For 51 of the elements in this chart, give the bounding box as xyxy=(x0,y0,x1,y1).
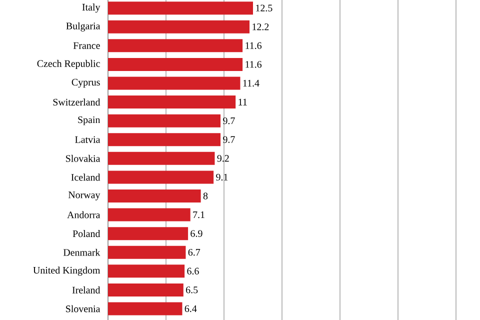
data-label: 6.6 xyxy=(187,268,199,275)
y-tick-label: Denmark xyxy=(63,248,100,256)
y-tick-label: Slovakia xyxy=(66,154,100,162)
data-label: 11.6 xyxy=(246,42,262,50)
bar xyxy=(108,76,240,90)
data-label: 7.1 xyxy=(193,211,204,218)
bar xyxy=(108,114,221,128)
data-label: 6.7 xyxy=(188,248,200,256)
y-tick-label: Cyprus xyxy=(72,78,100,88)
data-label: 12.5 xyxy=(256,4,272,12)
bar xyxy=(108,246,186,259)
y-tick-label: Norway xyxy=(68,192,100,200)
bar xyxy=(108,227,188,240)
bar xyxy=(108,170,214,184)
y-tick-label: Czech Republic xyxy=(37,60,100,69)
y-tick-label: Italy xyxy=(82,4,100,13)
bar xyxy=(108,39,243,52)
y-tick-label: Iceland xyxy=(71,174,100,181)
bar xyxy=(108,133,221,146)
bar xyxy=(108,2,253,15)
data-label: 9.7 xyxy=(223,117,235,124)
data-label: 11 xyxy=(238,98,247,106)
bar xyxy=(108,208,190,222)
y-tick-label: Poland xyxy=(72,230,100,238)
bar xyxy=(108,20,250,34)
bar xyxy=(108,96,236,109)
y-tick-label: Spain xyxy=(78,116,100,126)
y-tick-label: Bulgaria xyxy=(66,22,100,32)
bar xyxy=(108,58,243,71)
bar xyxy=(108,189,201,202)
data-label: 12.2 xyxy=(252,24,269,30)
y-tick-label: United Kingdom xyxy=(33,266,100,276)
y-tick-label: Ireland xyxy=(72,286,100,294)
bar xyxy=(108,152,215,165)
bar xyxy=(108,283,184,296)
data-label: 11.4 xyxy=(243,80,260,87)
y-tick-label: Latvia xyxy=(75,136,100,143)
y-tick-label: Andorra xyxy=(67,211,100,218)
bar xyxy=(108,302,182,316)
y-tick-label: Slovenia xyxy=(66,305,100,312)
y-tick-label: France xyxy=(73,42,100,49)
y-tick-label: Switzerland xyxy=(53,98,100,106)
data-label: 9.2 xyxy=(217,155,229,162)
data-label: 6.5 xyxy=(186,286,198,294)
data-label: 8 xyxy=(203,192,208,200)
data-label: 6.4 xyxy=(184,305,197,312)
data-label: 11.6 xyxy=(246,61,262,68)
data-label: 9.7 xyxy=(223,136,235,143)
data-label: 6.9 xyxy=(190,230,202,237)
bar xyxy=(108,264,185,278)
data-label: 9.1 xyxy=(216,174,228,181)
